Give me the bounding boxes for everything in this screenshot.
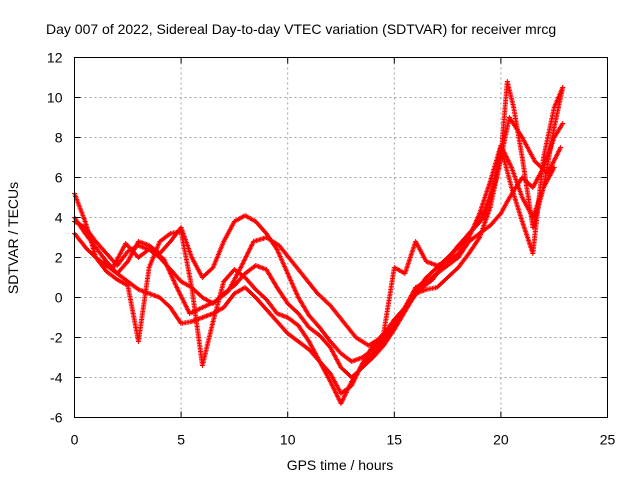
series-track-a xyxy=(72,121,566,406)
data-point xyxy=(156,252,162,258)
series-track-e xyxy=(97,115,564,348)
data-point xyxy=(539,165,545,171)
y-tick-labels: -6 -4 -2 0 2 4 6 8 10 12 xyxy=(47,50,63,426)
y-tick-label: -2 xyxy=(50,330,63,346)
data-point xyxy=(149,246,155,252)
data-point xyxy=(317,293,323,299)
data-point xyxy=(322,297,328,303)
x-tick-labels: 0 5 10 15 20 25 xyxy=(71,432,616,448)
x-axis-label: GPS time / hours xyxy=(287,457,394,473)
x-tick-label: 0 xyxy=(71,432,79,448)
data-point xyxy=(153,249,159,255)
data-point xyxy=(560,85,566,90)
x-tick-label: 10 xyxy=(280,432,296,448)
data-point xyxy=(324,299,330,305)
y-tick-label: 10 xyxy=(47,90,63,106)
y-tick-label: 4 xyxy=(55,210,63,226)
data-point xyxy=(540,166,546,172)
y-axis-label: SDTVAR / TECUs xyxy=(5,182,21,294)
data-point xyxy=(533,160,539,166)
data-point xyxy=(318,294,324,300)
data-point xyxy=(315,291,321,296)
plot-frame xyxy=(74,57,608,418)
data-point xyxy=(541,167,547,173)
data-point xyxy=(532,159,538,164)
data-point xyxy=(148,245,154,250)
data-point xyxy=(538,164,544,170)
data-point xyxy=(151,247,157,253)
y-tick-label: 12 xyxy=(47,50,63,66)
data-point xyxy=(152,248,158,254)
data-point xyxy=(319,295,325,301)
grid-lines xyxy=(74,57,608,418)
y-tick-label: -4 xyxy=(50,370,63,386)
series-track-b xyxy=(72,79,566,380)
data-point xyxy=(155,251,161,257)
x-tick-label: 20 xyxy=(493,432,509,448)
data-point xyxy=(560,121,566,126)
data-points xyxy=(72,79,566,406)
chart-title: Day 007 of 2022, Sidereal Day-to-day VTE… xyxy=(46,21,556,37)
data-point xyxy=(536,162,542,168)
data-point xyxy=(551,165,557,170)
y-tick-label: 8 xyxy=(55,130,63,146)
axis-ticks xyxy=(74,57,608,418)
y-tick-label: 2 xyxy=(55,250,63,266)
data-point xyxy=(316,292,322,298)
data-point xyxy=(537,163,543,169)
y-tick-label: 6 xyxy=(55,170,63,186)
x-tick-label: 15 xyxy=(387,432,403,448)
data-point xyxy=(159,254,165,260)
data-point xyxy=(558,145,564,150)
data-point xyxy=(158,253,164,259)
x-tick-label: 25 xyxy=(600,432,616,448)
data-point xyxy=(154,250,160,256)
data-point xyxy=(534,161,540,167)
x-tick-label: 5 xyxy=(177,432,185,448)
data-point xyxy=(542,168,548,174)
y-tick-label: 0 xyxy=(55,290,63,306)
y-tick-label: -6 xyxy=(50,410,63,426)
data-point xyxy=(325,300,331,306)
data-point xyxy=(320,296,326,302)
data-point xyxy=(323,298,329,304)
